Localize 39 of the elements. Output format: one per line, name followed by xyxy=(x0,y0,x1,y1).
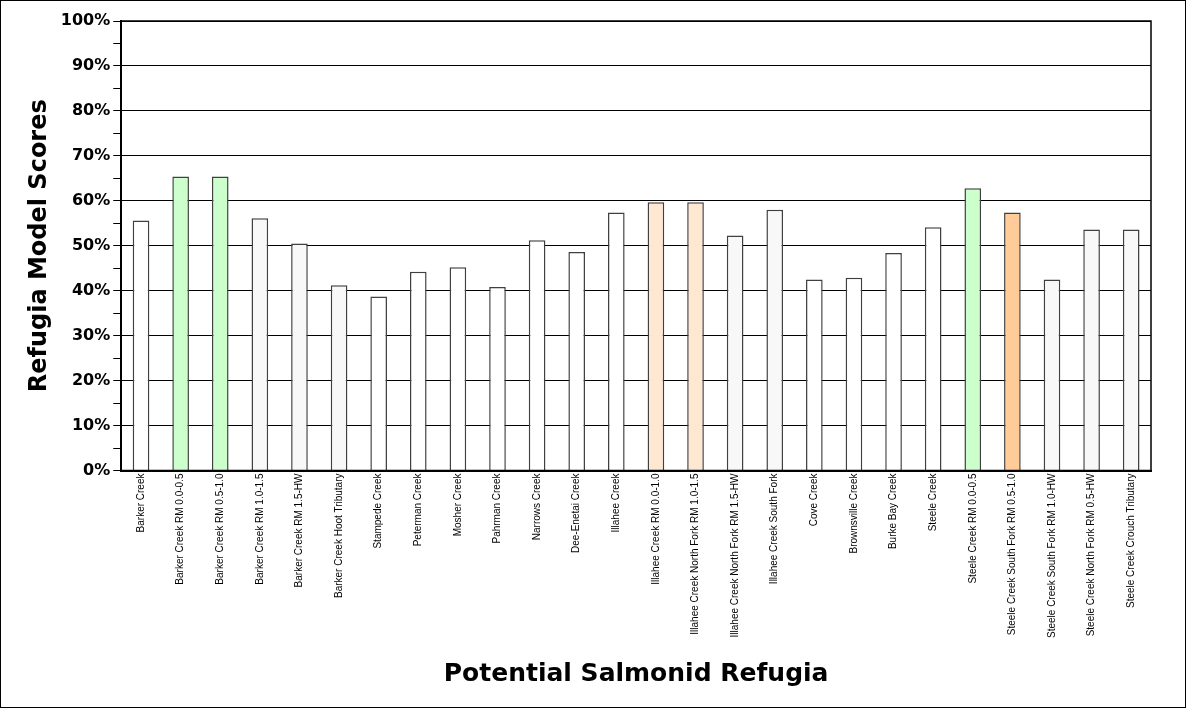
x-axis-title: Potential Salmonid Refugia xyxy=(443,657,829,687)
y-tick-label: 30% xyxy=(71,324,111,344)
x-tick-label: Steele Creek Crouch Tributary xyxy=(1124,473,1136,609)
x-tick-label: Pahrman Creek xyxy=(491,472,503,544)
y-tick-label: 100% xyxy=(60,10,111,30)
x-tick-label: Steele Creek xyxy=(926,472,938,532)
x-tick-label: Steele Creek South Fork RM 0.5-1.0 xyxy=(1006,473,1018,636)
y-tick-label: 0% xyxy=(83,459,111,479)
x-tick-label: Illahee Creek South Fork xyxy=(768,472,780,585)
x-tick-label: Illahee Creek North Fork RM 1.0-1.5 xyxy=(689,473,701,635)
x-tick-label: Dee-Enetai Creek xyxy=(570,472,582,553)
x-tick-label: Peterman Creek xyxy=(412,472,424,547)
x-tick-label: Barker Creek RM 1.5-HW xyxy=(293,472,305,588)
x-tick-label: Barker Creek RM 0.0-0.5 xyxy=(174,473,186,585)
y-tick-label: 90% xyxy=(71,55,111,75)
x-tick-label: Illahee Creek xyxy=(610,472,622,533)
x-tick-label: Barker Creek RM 0.5-1.0 xyxy=(214,473,225,585)
x-tick-label: Narrows Creek xyxy=(530,472,542,541)
x-tick-label: Cove Creek xyxy=(808,472,820,527)
y-tick-label: 70% xyxy=(71,145,111,165)
x-tick-label: Illahee Creek RM 0.0-1.0 xyxy=(649,473,661,585)
x-tick-label: Burke Bay Creek xyxy=(887,472,899,550)
x-tick-label: Illahee Creek North Fork RM 1.5-HW xyxy=(728,472,740,638)
y-tick-label: 60% xyxy=(71,189,111,209)
y-tick-label: 80% xyxy=(71,100,111,120)
x-tick-label: Barker Creek Hoot Tributary xyxy=(332,473,344,598)
x-tick-label: Mosher Creek xyxy=(451,472,463,537)
y-axis-title: Refugia Model Scores xyxy=(23,99,52,393)
y-tick-label: 40% xyxy=(71,279,111,299)
y-tick-label: 10% xyxy=(71,414,111,434)
x-tick-label: Stampede Creek xyxy=(372,472,384,549)
x-tick-label: Brownsville Creek xyxy=(847,472,859,554)
y-tick-label: 50% xyxy=(71,234,111,254)
x-tick-label: Steele Creek North Fork RM 0.5-HW xyxy=(1085,472,1097,637)
x-tick-label: Steele Creek RM 0.0-0.5 xyxy=(966,473,978,584)
x-tick-label: Barker Creek xyxy=(134,472,146,533)
x-tick-label: Barker Creek RM 1.0-1.5 xyxy=(253,473,265,585)
y-tick-label: 20% xyxy=(71,369,111,389)
x-tick-label: Steele Creek South Fork RM 1.0-HW xyxy=(1045,472,1057,638)
